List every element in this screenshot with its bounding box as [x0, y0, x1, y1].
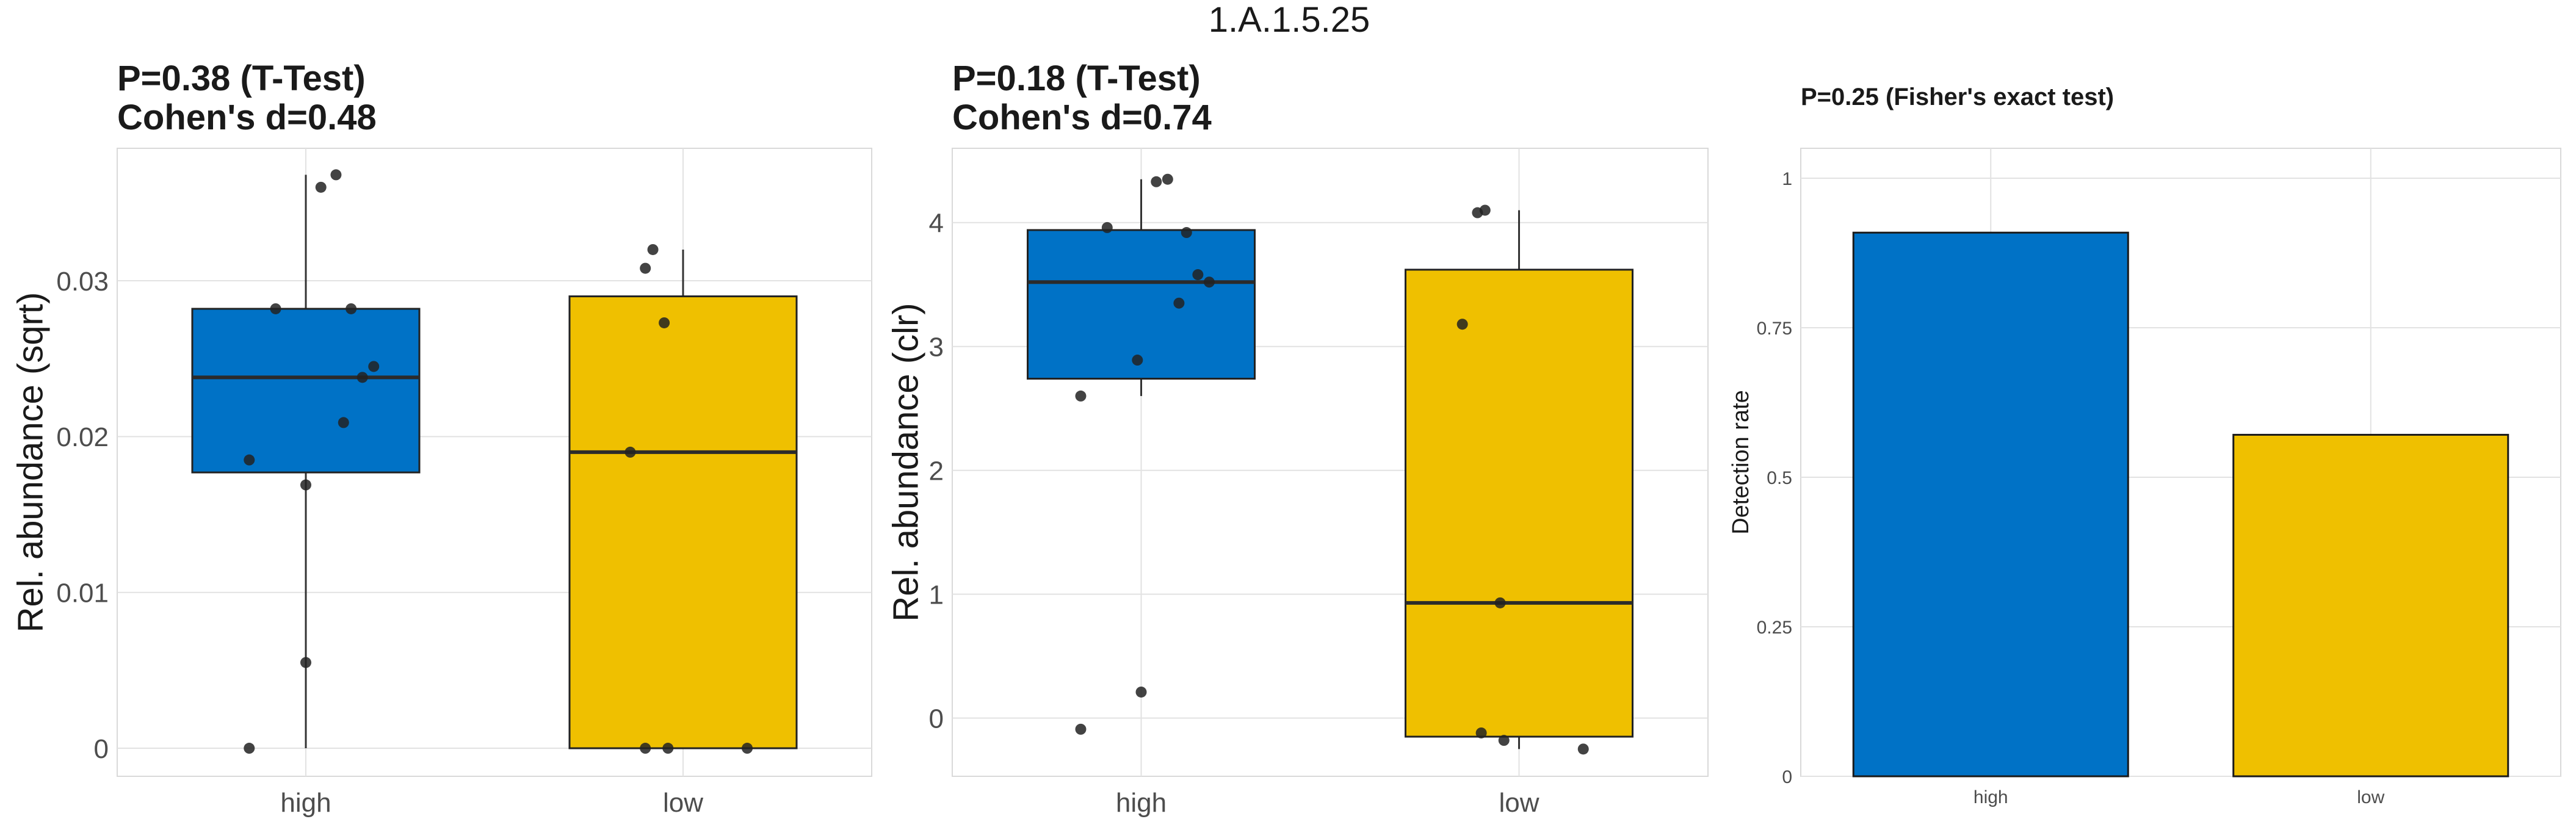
data-point	[1101, 222, 1113, 233]
data-point	[1132, 355, 1143, 366]
data-point	[315, 181, 327, 193]
x-tick-label: low	[663, 788, 703, 818]
y-tick-label: 0.03	[56, 267, 109, 297]
data-point	[640, 743, 651, 754]
x-tick-label: high	[1116, 788, 1167, 818]
y-tick-label: 0.75	[1757, 319, 1792, 339]
data-point	[1075, 723, 1087, 735]
y-axis-label: Detection rate	[1728, 390, 1754, 535]
detection-rate-bar-panel: P=0.25 (Fisher's exact test) 0 0.25 0.5 0.75…	[1728, 84, 2561, 807]
data-point	[1577, 743, 1589, 755]
y-tick-label: 4	[929, 209, 944, 239]
low-box	[1405, 269, 1634, 738]
panel-border	[952, 148, 1709, 777]
high-bar	[1852, 231, 2129, 778]
data-point	[1075, 390, 1087, 402]
data-point	[244, 743, 255, 754]
data-point	[1456, 319, 1468, 330]
y-tick-label: 0.25	[1757, 618, 1792, 638]
y-tick-label: 0.5	[1767, 468, 1792, 488]
data-point	[1135, 686, 1147, 698]
y-axis-label: Rel. abundance (sqrt)	[11, 292, 51, 633]
figure-title: 1.A.1.5.25	[1209, 0, 1370, 40]
data-point	[1151, 176, 1162, 187]
data-point	[1203, 276, 1215, 288]
data-point	[1162, 173, 1173, 185]
panel-title-line1: P=0.38 (T-Test)	[117, 59, 366, 98]
data-point	[270, 303, 281, 314]
y-axis-label: Rel. abundance (clr)	[886, 303, 926, 621]
low-bar	[2232, 433, 2509, 778]
panel-title-line2: Cohen's d=0.48	[117, 98, 377, 137]
y-tick-label: 1	[929, 580, 944, 610]
y-tick-label: 0.02	[56, 422, 109, 452]
data-point	[640, 262, 651, 274]
data-point	[647, 244, 659, 255]
data-point	[356, 372, 368, 383]
x-tick-label: high	[1974, 787, 2008, 807]
data-point	[659, 317, 670, 328]
data-point	[330, 169, 342, 181]
y-tick-label: 0.01	[56, 579, 109, 608]
data-point	[368, 361, 380, 372]
data-point	[244, 454, 255, 466]
data-point	[346, 303, 357, 314]
data-point	[1494, 597, 1506, 608]
data-point	[742, 743, 753, 754]
data-point	[1498, 735, 1510, 746]
panel-border	[117, 148, 872, 777]
boxplot-clr-panel: P=0.18 (T-Test)Cohen's d=0.74 0 1 2 3 4 high lo…	[886, 59, 1709, 818]
panel-title-line2: Cohen's d=0.74	[952, 98, 1212, 137]
y-tick-label: 2	[929, 457, 944, 486]
high-box	[1027, 229, 1256, 380]
data-point	[624, 446, 636, 458]
data-point	[1181, 227, 1192, 239]
data-point	[1479, 204, 1491, 216]
high-box	[191, 308, 421, 474]
y-tick-label: 1	[1782, 169, 1792, 189]
y-tick-label: 0	[1782, 767, 1792, 787]
data-point	[338, 417, 349, 428]
data-point	[300, 657, 311, 668]
panel-title-line1: P=0.18 (T-Test)	[952, 59, 1201, 98]
x-tick-label: low	[2357, 787, 2384, 807]
data-point	[1192, 269, 1204, 281]
x-tick-label: low	[1499, 788, 1539, 818]
data-point	[1475, 727, 1487, 738]
y-tick-label: 3	[929, 333, 944, 363]
boxplot-sqrt-panel: P=0.38 (T-Test)Cohen's d=0.48 0 0.01 0.02 0.…	[11, 59, 872, 818]
data-point	[1173, 297, 1185, 309]
panel-title: P=0.25 (Fisher's exact test)	[1801, 84, 2114, 110]
data-point	[300, 479, 311, 491]
y-tick-label: 0	[94, 734, 109, 764]
y-tick-label: 0	[929, 704, 944, 734]
data-point	[662, 743, 674, 754]
low-box	[568, 295, 798, 749]
x-tick-label: high	[280, 788, 331, 818]
